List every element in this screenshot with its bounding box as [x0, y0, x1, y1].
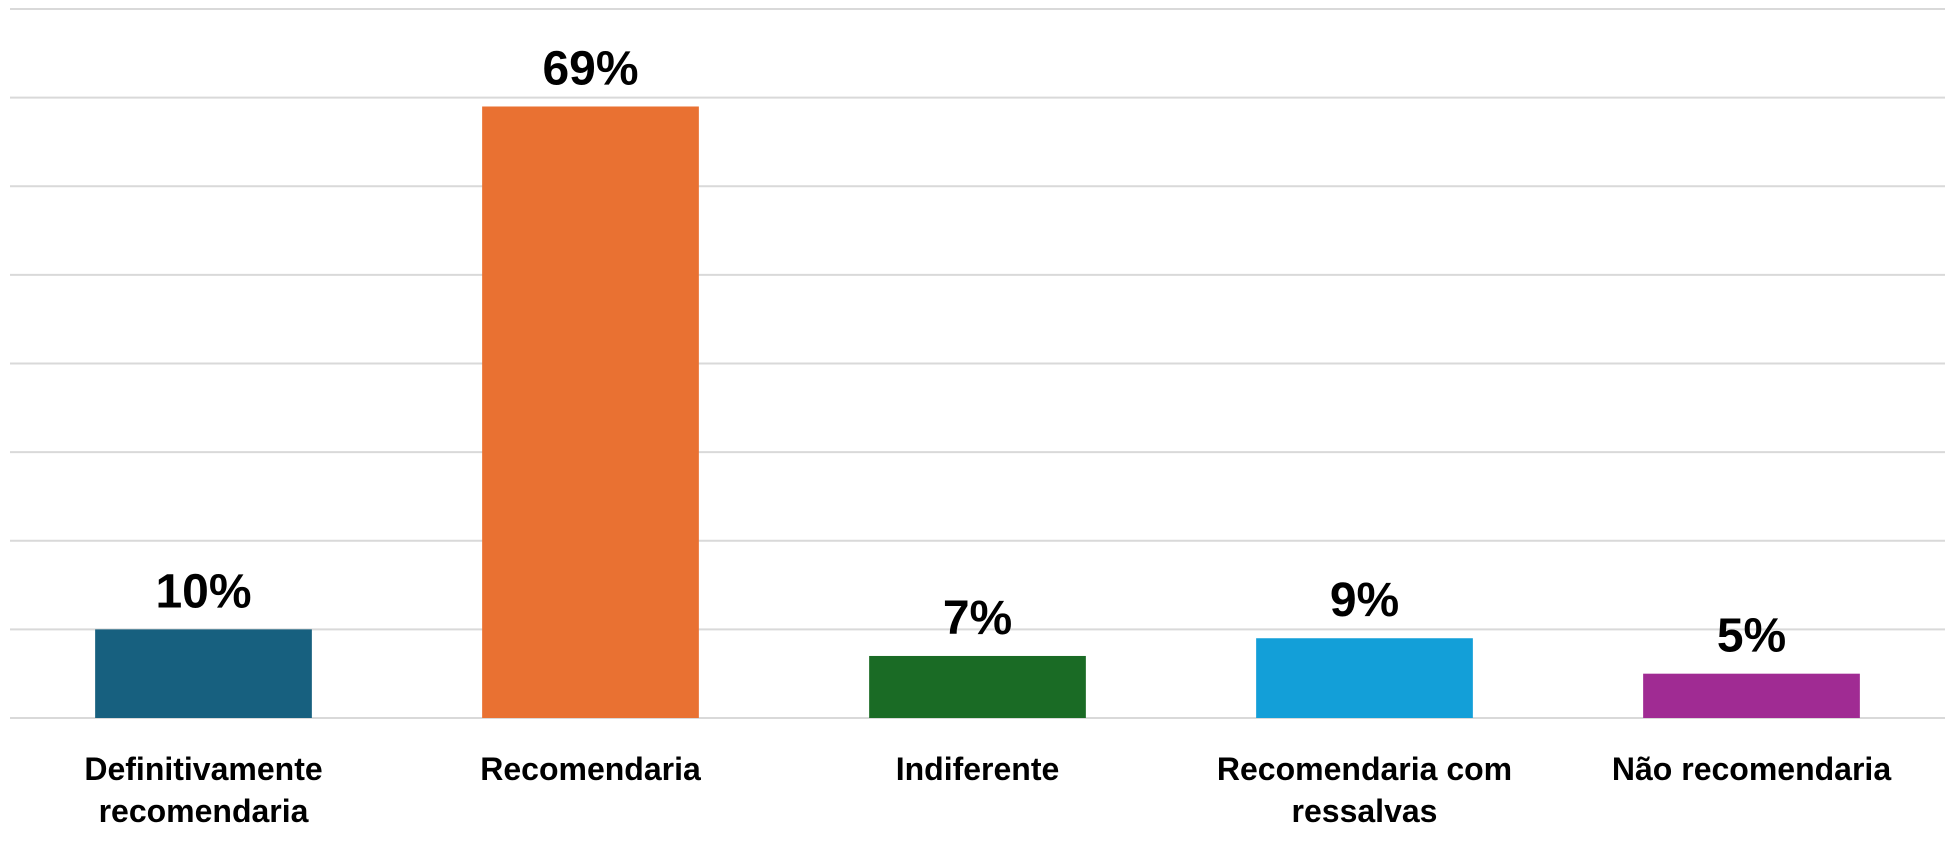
bar: [869, 655, 1086, 718]
x-tick-label: Recomendaria com ressalvas: [1216, 751, 1513, 829]
x-tick-label: Indiferente: [895, 751, 1060, 787]
x-tick-label: Não recomendaria: [1611, 751, 1892, 787]
bar: [95, 629, 312, 718]
data-label: 69%: [542, 42, 638, 95]
data-label: 9%: [1330, 574, 1399, 627]
data-label: 7%: [943, 592, 1012, 645]
data-label: 5%: [1717, 610, 1786, 663]
bar: [1256, 638, 1473, 718]
data-label: 10%: [155, 565, 251, 618]
bar: [482, 106, 699, 719]
x-tick-label: Recomendaria: [480, 751, 701, 787]
bar: [1643, 673, 1860, 718]
x-tick-label: Definitivamente recomendaria: [84, 751, 323, 829]
